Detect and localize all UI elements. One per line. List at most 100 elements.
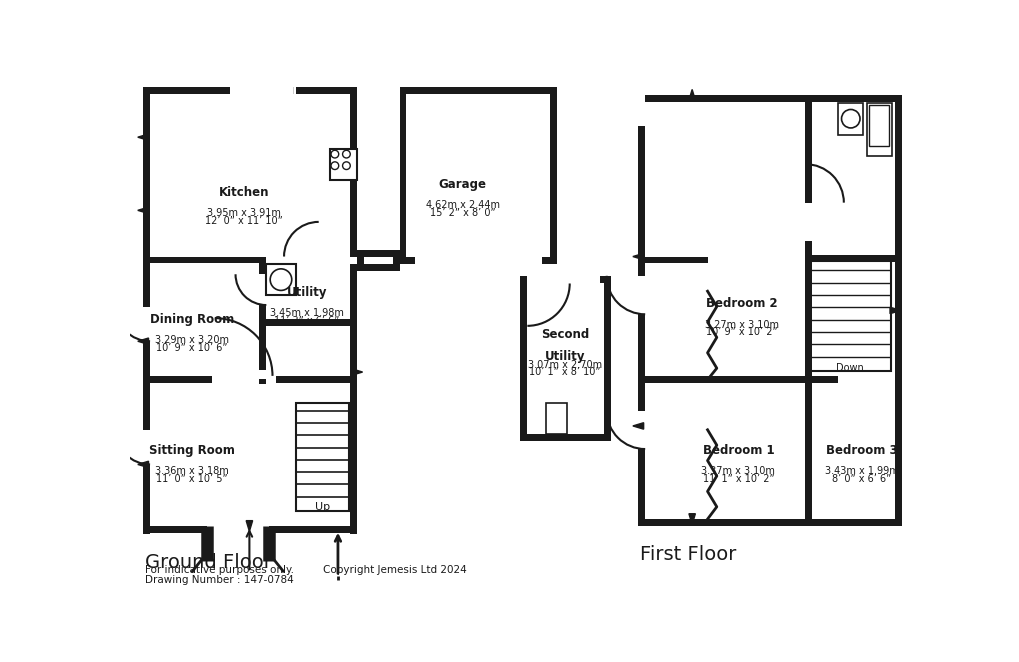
Text: 11’ 0” x 10’ 5”: 11’ 0” x 10’ 5” (156, 474, 227, 484)
Polygon shape (138, 461, 149, 467)
Polygon shape (246, 520, 253, 532)
Bar (276, 376, 357, 383)
Polygon shape (688, 89, 695, 100)
Bar (569, 277, 599, 281)
Text: 3.36m x 3.18m: 3.36m x 3.18m (155, 466, 228, 476)
Text: 10’ 9” x 10’ 2”: 10’ 9” x 10’ 2” (706, 328, 777, 338)
Text: Bedroom 2: Bedroom 2 (706, 297, 777, 310)
Bar (399, 87, 407, 264)
Bar (357, 264, 399, 271)
Text: Drawing Number : 147-0784: Drawing Number : 147-0784 (146, 575, 293, 585)
Bar (259, 257, 266, 326)
Bar (230, 87, 232, 94)
Bar (638, 276, 645, 314)
Text: Up: Up (315, 502, 330, 512)
Bar (330, 149, 357, 179)
Text: 11’ 3” x 6’ 6”: 11’ 3” x 6’ 6” (274, 316, 339, 326)
Text: For indicative purposes only.: For indicative purposes only. (146, 565, 294, 575)
Bar (604, 276, 610, 442)
Bar (357, 250, 364, 271)
Text: 3.27m x 3.10m: 3.27m x 3.10m (704, 320, 779, 330)
Bar (392, 250, 399, 271)
Bar (520, 276, 527, 442)
Bar (357, 250, 399, 258)
Text: 10’ 1” x 8’ 10”: 10’ 1” x 8’ 10” (529, 367, 600, 377)
Bar (293, 87, 297, 94)
Polygon shape (352, 369, 362, 375)
Bar (415, 260, 541, 263)
Text: 12’ 0” x 11’ 10”: 12’ 0” x 11’ 10” (205, 216, 282, 226)
Text: Utility: Utility (544, 350, 585, 363)
Text: Bedroom 3: Bedroom 3 (825, 444, 897, 457)
Bar (143, 307, 150, 341)
Bar (520, 434, 610, 442)
Bar (232, 87, 292, 94)
Bar (638, 95, 645, 126)
Bar (638, 95, 645, 526)
Bar (143, 87, 150, 534)
Text: Dining Room: Dining Room (150, 313, 233, 326)
Bar (259, 274, 266, 305)
Bar (399, 87, 556, 94)
Text: Ground Floor: Ground Floor (146, 553, 272, 572)
Polygon shape (138, 207, 149, 214)
Bar (143, 257, 259, 263)
Text: Garage: Garage (438, 178, 486, 191)
Bar (207, 526, 268, 533)
Bar (143, 430, 150, 465)
Bar (527, 276, 570, 283)
Bar (638, 376, 838, 383)
Bar (838, 103, 862, 135)
Bar (545, 403, 567, 434)
Bar (399, 258, 556, 264)
Text: 3.43m x 1.99m: 3.43m x 1.99m (824, 466, 898, 476)
Bar (265, 264, 297, 295)
Bar (350, 87, 357, 257)
Text: 3.29m x 3.20m: 3.29m x 3.20m (155, 335, 228, 345)
Bar (330, 149, 357, 179)
Bar (809, 261, 890, 371)
Bar (520, 276, 610, 283)
Bar (805, 95, 895, 102)
Bar (232, 87, 293, 94)
Bar (895, 95, 902, 526)
Text: First Floor: First Floor (639, 545, 736, 564)
Text: 11’ 1” x 10’ 2”: 11’ 1” x 10’ 2” (702, 474, 773, 484)
Polygon shape (138, 338, 149, 344)
Text: Utility: Utility (286, 286, 327, 299)
Text: Second: Second (540, 328, 589, 341)
Polygon shape (632, 423, 643, 429)
Bar (638, 410, 645, 449)
Text: 4.62m x 2.44m: 4.62m x 2.44m (425, 201, 499, 211)
Polygon shape (138, 134, 149, 140)
Bar (215, 371, 272, 379)
Text: Bedroom 1: Bedroom 1 (702, 444, 773, 457)
Bar (638, 519, 902, 526)
Bar (283, 251, 318, 260)
Text: Kitchen: Kitchen (218, 186, 269, 199)
Text: 10’ 9” x 10’ 6”: 10’ 9” x 10’ 6” (156, 343, 227, 353)
Bar (350, 264, 357, 534)
Bar (805, 376, 811, 519)
Bar (638, 95, 902, 102)
Bar (868, 105, 889, 146)
Text: 3.95m x 3.91m: 3.95m x 3.91m (207, 208, 280, 218)
Bar (569, 276, 599, 283)
Bar (805, 95, 811, 380)
Bar (805, 203, 811, 241)
Bar (259, 257, 266, 376)
Polygon shape (632, 254, 643, 260)
Text: Copyright Jemesis Ltd 2024: Copyright Jemesis Ltd 2024 (322, 565, 466, 575)
Text: 3.45m x 1.98m: 3.45m x 1.98m (270, 308, 343, 318)
Bar (866, 103, 891, 156)
Polygon shape (890, 307, 900, 314)
Bar (259, 257, 266, 383)
Bar (143, 87, 357, 94)
Bar (550, 87, 556, 264)
Text: 15’ 2” x 8’ 0”: 15’ 2” x 8’ 0” (429, 208, 495, 218)
Bar (296, 403, 350, 510)
Bar (805, 255, 895, 262)
Text: 3.07m x 2.70m: 3.07m x 2.70m (528, 359, 601, 369)
Bar (232, 92, 292, 94)
Bar (143, 526, 357, 533)
